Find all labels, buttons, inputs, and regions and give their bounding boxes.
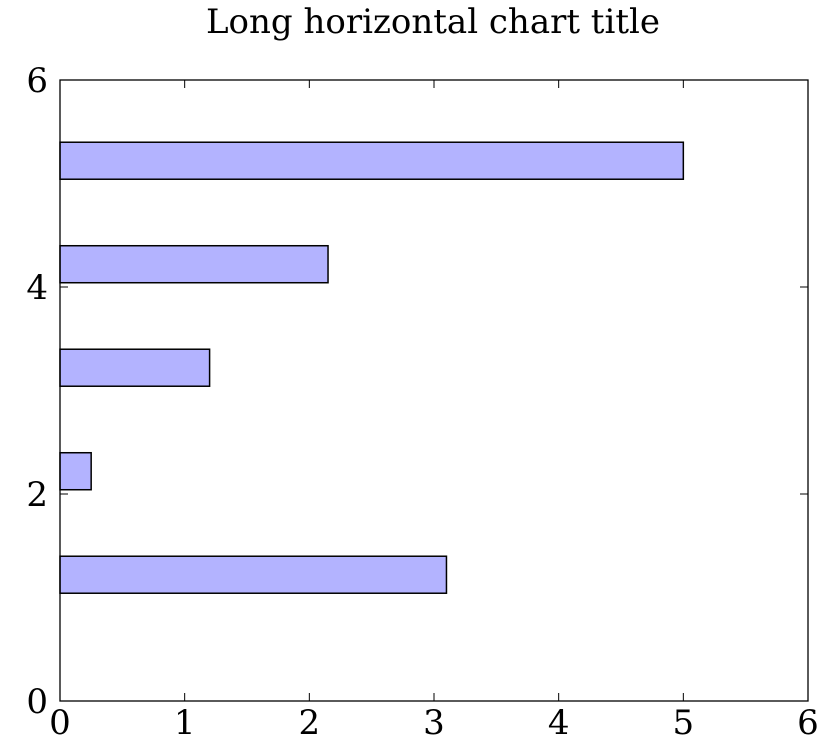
x-tick-label-5: 5 bbox=[673, 703, 695, 743]
bar-1 bbox=[59, 555, 448, 594]
x-tick-label-4: 4 bbox=[548, 703, 570, 743]
x-tick-label-3: 3 bbox=[423, 703, 445, 743]
chart-title: Long horizontal chart title bbox=[206, 2, 660, 42]
bar-3 bbox=[59, 348, 211, 387]
y-tick-label-4: 4 bbox=[26, 268, 48, 308]
x-tick-label-0: 0 bbox=[49, 703, 71, 743]
x-tick-label-2: 2 bbox=[299, 703, 321, 743]
x-tick-label-6: 6 bbox=[797, 703, 819, 743]
bar-5 bbox=[59, 141, 685, 180]
bars bbox=[59, 141, 685, 594]
bar-2 bbox=[59, 451, 92, 491]
bar-4 bbox=[59, 244, 329, 284]
y-tick-label-2: 2 bbox=[26, 475, 48, 515]
x-tick-label-1: 1 bbox=[174, 703, 196, 743]
tick-labels: 0 1 2 3 4 5 6 0 2 4 6 bbox=[26, 61, 818, 743]
y-tick-label-0: 0 bbox=[26, 682, 48, 722]
plot-frame bbox=[59, 79, 809, 702]
y-tick-label-6: 6 bbox=[26, 61, 48, 101]
